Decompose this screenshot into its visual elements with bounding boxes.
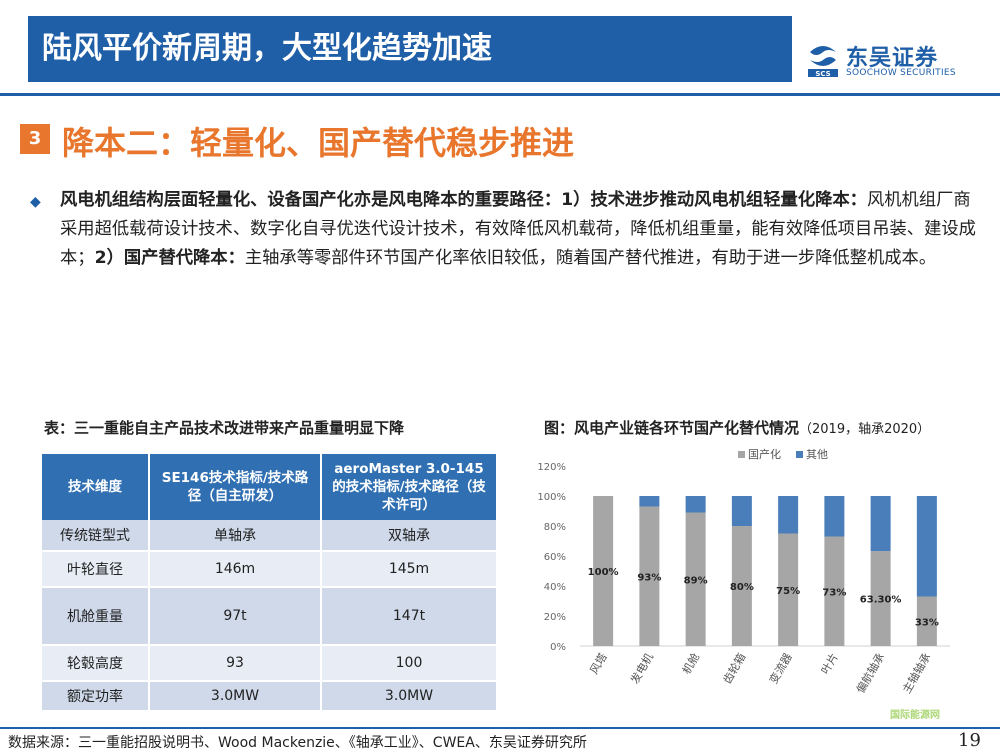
bar-other	[824, 496, 845, 537]
chart-subtitle: （2019，轴承2020）	[799, 422, 931, 437]
y-tick-label: 120%	[537, 462, 566, 473]
x-tick-label: 偏航轴承	[853, 651, 887, 696]
chart-title: 图：风电产业链各环节国产化替代情况（2019，轴承2020）	[544, 417, 930, 438]
bar-other	[916, 496, 937, 597]
spec-table: 技术维度 SE146技术指标/技术路径（自主研发） aeroMaster 3.0…	[42, 454, 496, 712]
table-cell: 叶轮直径	[42, 552, 150, 588]
data-label: 93%	[637, 572, 661, 583]
table-header-row: 技术维度 SE146技术指标/技术路径（自主研发） aeroMaster 3.0…	[42, 454, 496, 520]
data-label: 33%	[915, 617, 939, 628]
section-title: 降本二：轻量化、国产替代稳步推进	[62, 124, 575, 162]
page-header: 陆风平价新周期，大型化趋势加速	[28, 16, 792, 82]
table-row: 机舱重量 97t 147t	[42, 588, 496, 646]
table-cell: 97t	[150, 588, 322, 646]
data-label: 100%	[588, 567, 619, 578]
table-cell: 传统链型式	[42, 520, 150, 552]
table-cell: 轮毂高度	[42, 646, 150, 682]
footer-divider	[0, 727, 1000, 729]
y-tick-label: 100%	[537, 492, 566, 503]
table-cell: 93	[150, 646, 322, 682]
x-tick-label: 机舱	[679, 651, 702, 677]
bar-domestic	[916, 596, 937, 646]
logo-mark-text: SCS	[815, 70, 830, 78]
legend-label: 国产化	[748, 448, 781, 461]
bar-domestic	[639, 506, 660, 646]
company-logo: SCS 东吴证券 SOOCHOW SECURITIES	[806, 42, 986, 82]
para-bold-1: 风电机组结构层面轻量化、设备国产化亦是风电降本的重要路径：1）技术进步推动风电机…	[60, 190, 867, 210]
bar-other	[778, 496, 799, 534]
data-label: 73%	[822, 587, 846, 598]
table-cell: 机舱重量	[42, 588, 150, 646]
para-text-2: 主轴承等零部件环节国产化率依旧较低，随着国产替代推进，有助于进一步降低整机成本。	[244, 248, 937, 268]
legend-label: 其他	[806, 448, 828, 461]
bar-domestic	[731, 526, 752, 646]
table-title: 表：三一重能自主产品技术改进带来产品重量明显下降	[44, 419, 405, 437]
table-cell: 额定功率	[42, 682, 150, 712]
x-tick-label: 发电机	[627, 651, 656, 687]
chart-title-main: 图：风电产业链各环节国产化替代情况	[544, 419, 800, 437]
section-number: 3	[20, 124, 50, 154]
y-tick-label: 60%	[544, 552, 566, 563]
page-number: 19	[958, 730, 981, 751]
x-tick-label: 变流器	[766, 651, 795, 687]
data-label: 80%	[730, 582, 754, 593]
table-row: 叶轮直径 146m 145m	[42, 552, 496, 588]
logo-english-name: SOOCHOW SECURITIES	[846, 68, 956, 78]
bar-domestic	[685, 512, 706, 646]
table-header-cell: SE146技术指标/技术路径（自主研发）	[150, 454, 322, 520]
x-tick-label: 风塔	[587, 651, 609, 677]
table-cell: 单轴承	[150, 520, 322, 552]
logo-chinese-name: 东吴证券	[846, 46, 939, 71]
legend-swatch	[738, 451, 745, 458]
y-tick-label: 0%	[550, 642, 566, 653]
data-label: 89%	[684, 575, 708, 586]
table-row: 传统链型式 单轴承 双轴承	[42, 520, 496, 552]
data-source: 数据来源：三一重能招股说明书、Wood Mackenzie、《轴承工业》、CWE…	[8, 735, 587, 751]
legend-swatch	[796, 451, 803, 458]
table-row: 轮毂高度 93 100	[42, 646, 496, 682]
table-cell: 3.0MW	[322, 682, 496, 712]
table-header-cell: aeroMaster 3.0-145的技术指标/技术路径（技术许可）	[322, 454, 496, 520]
bar-other	[639, 496, 660, 507]
bar-domestic	[593, 496, 614, 646]
y-tick-label: 40%	[544, 582, 566, 593]
header-divider	[0, 93, 1000, 96]
x-tick-label: 主轴轴承	[899, 651, 933, 696]
bar-domestic	[824, 536, 845, 646]
table-header-cell: 技术维度	[42, 454, 150, 520]
table-cell: 146m	[150, 552, 322, 588]
table-cell: 3.0MW	[150, 682, 322, 712]
page-title: 陆风平价新周期，大型化趋势加速	[42, 31, 492, 66]
table-row: 额定功率 3.0MW 3.0MW	[42, 682, 496, 712]
x-tick-label: 叶片	[819, 651, 841, 677]
bar-other	[731, 496, 752, 526]
y-tick-label: 80%	[544, 522, 566, 533]
y-tick-label: 20%	[544, 612, 566, 623]
bar-domestic	[778, 533, 799, 646]
soochow-logo-icon: SCS	[808, 46, 838, 78]
x-tick-label: 齿轮箱	[720, 651, 749, 687]
table-cell: 145m	[322, 552, 496, 588]
watermark: 国际能源网	[890, 710, 940, 721]
diamond-bullet-icon: ◆	[30, 194, 41, 210]
bar-other	[685, 496, 706, 513]
bar-domestic	[870, 551, 891, 646]
data-label: 63.30%	[860, 595, 902, 606]
body-paragraph: 风电机组结构层面轻量化、设备国产化亦是风电降本的重要路径：1）技术进步推动风电机…	[60, 186, 980, 273]
table-cell: 147t	[322, 588, 496, 646]
table-cell: 100	[322, 646, 496, 682]
para-bold-2: 2）国产替代降本：	[94, 248, 245, 268]
data-label: 75%	[776, 586, 800, 597]
bar-other	[870, 496, 891, 552]
table-cell: 双轴承	[322, 520, 496, 552]
localization-bar-chart: 0% 20% 40% 60% 80% 100% 120% 100% 风塔 93% 发电机 89% 机舱 8…	[537, 448, 950, 696]
para-text-1: 风机机组厂商采用超低载荷设计技术、数字化自寻优迭代设计技术，有效降低风机载荷，降…	[60, 190, 976, 268]
